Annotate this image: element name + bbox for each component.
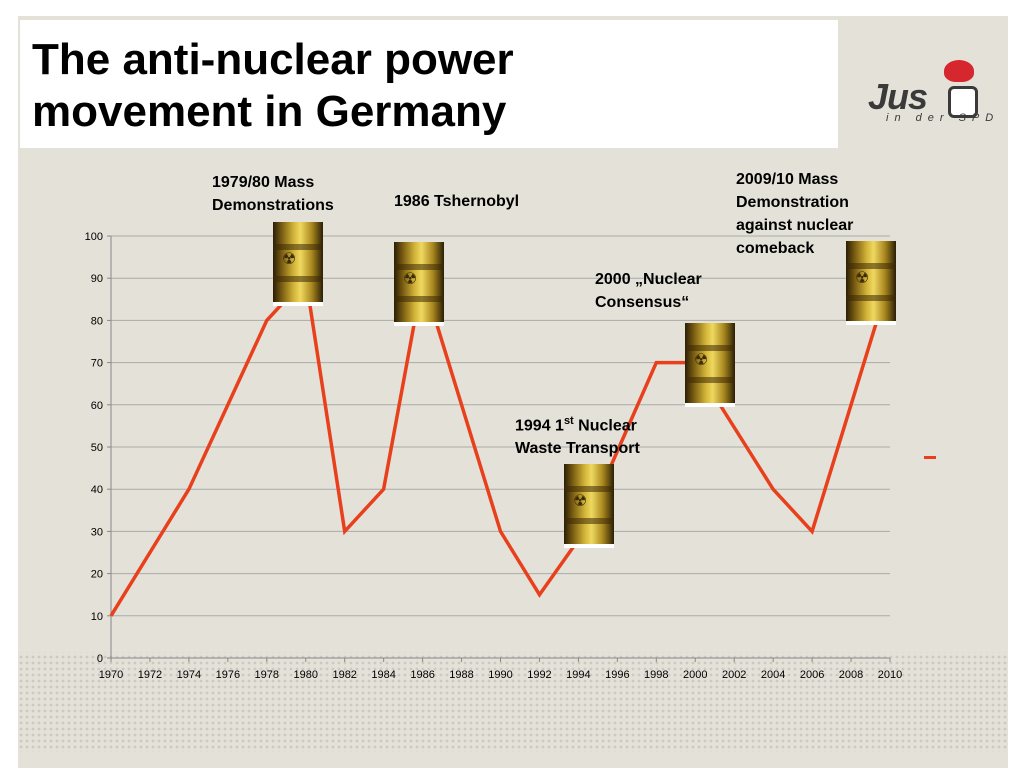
radiation-barrel-icon: ☢: [273, 222, 323, 306]
y-tick-label: 20: [91, 569, 103, 581]
x-tick-label: 2008: [839, 669, 863, 681]
annotation-1986-tshernobyl: 1986 Tshernobyl: [394, 193, 520, 210]
y-tick-label: 10: [91, 611, 103, 623]
x-tick-label: 2010: [878, 669, 902, 681]
radiation-barrel-icon: ☢: [564, 464, 614, 548]
radiation-barrel-icon: ☢: [394, 242, 444, 326]
y-tick-label: 60: [91, 400, 103, 412]
y-tick-label: 70: [91, 358, 103, 370]
y-tick-label: 90: [91, 273, 103, 285]
x-tick-label: 2000: [683, 669, 707, 681]
x-tick-label: 2002: [722, 669, 746, 681]
title-line-2: movement in Germany: [32, 87, 507, 136]
x-tick-label: 1988: [449, 669, 473, 681]
x-tick-label: 1972: [138, 669, 162, 681]
x-tick-label: 1992: [527, 669, 551, 681]
y-tick-label: 30: [91, 526, 103, 538]
x-tick-label: 2004: [761, 669, 785, 681]
rose-icon: [944, 60, 974, 82]
annotation-1994-waste-transport: 1994 1st Nuclear Waste Transport: [515, 415, 640, 458]
y-tick-label: 50: [91, 442, 103, 454]
dash-mark: [924, 456, 936, 459]
x-tick-label: 1974: [177, 669, 201, 681]
y-tick-label: 100: [85, 231, 103, 243]
annotation-2000-nuclear-consensus: 2000 „Nuclear Consensus“: [595, 271, 702, 311]
title-box: The anti-nuclear power movement in Germa…: [20, 20, 838, 148]
x-tick-label: 1998: [644, 669, 668, 681]
logo-subtitle: in der SPD: [886, 112, 1000, 124]
page-title: The anti-nuclear power movement in Germa…: [32, 34, 514, 138]
annotation-1979-mass-demonstrations: 1979/80 Mass Demonstrations: [212, 174, 334, 214]
x-tick-label: 1986: [410, 669, 434, 681]
radiation-barrel-icon: ☢: [685, 323, 735, 407]
x-tick-label: 1980: [294, 669, 318, 681]
x-tick-label: 1984: [371, 669, 395, 681]
radiation-barrel-icon: ☢: [846, 241, 896, 325]
y-tick-label: 80: [91, 315, 103, 327]
x-tick-label: 2006: [800, 669, 824, 681]
dotted-decoration: [18, 652, 1008, 752]
x-tick-label: 1978: [255, 669, 279, 681]
x-tick-label: 1976: [216, 669, 240, 681]
x-tick-label: 1996: [605, 669, 629, 681]
y-tick-label: 0: [97, 653, 103, 665]
y-tick-label: 40: [91, 484, 103, 496]
fist-icon: [948, 86, 978, 118]
title-line-1: The anti-nuclear power: [32, 35, 514, 84]
jusos-logo: Juss in der SPD: [848, 16, 1008, 150]
x-tick-label: 1982: [332, 669, 356, 681]
annotation-2009-mass-demonstration: 2009/10 Mass Demonstration against nuclear…: [736, 171, 854, 257]
x-tick-label: 1994: [566, 669, 590, 681]
x-tick-label: 1970: [99, 669, 123, 681]
x-tick-label: 1990: [488, 669, 512, 681]
